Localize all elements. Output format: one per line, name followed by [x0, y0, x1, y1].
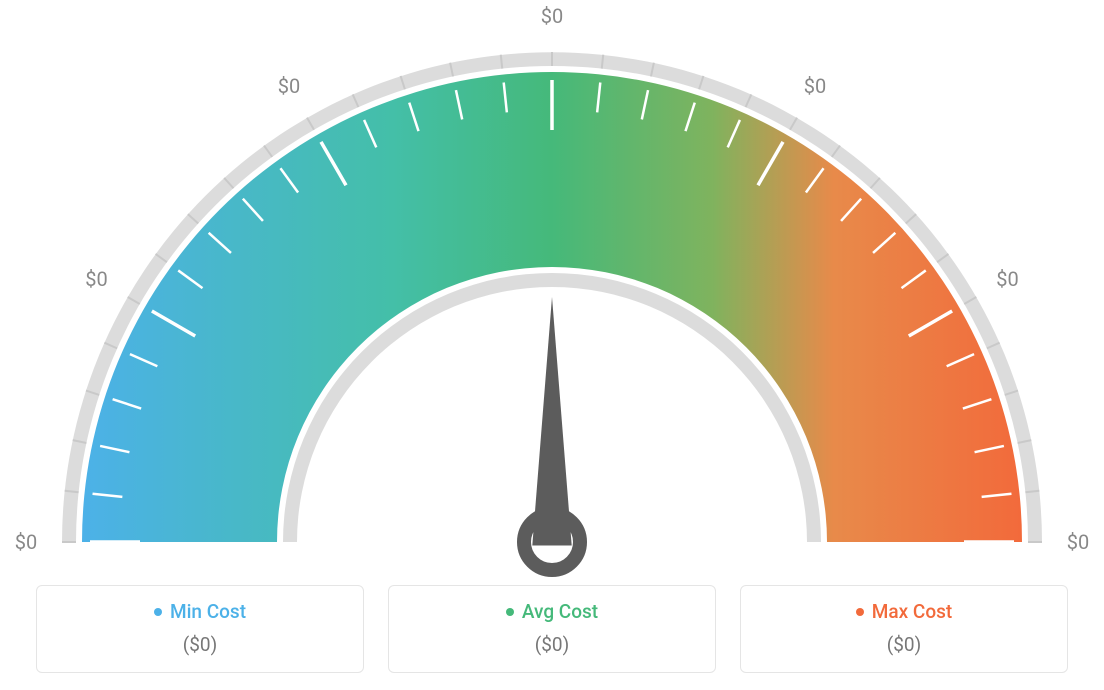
gauge-tick-label: $0	[804, 74, 826, 98]
gauge-chart: $0$0$0$0$0$0$0	[0, 17, 1104, 577]
legend-title-avg: Avg Cost	[506, 600, 598, 623]
legend-value-min: ($0)	[49, 633, 351, 656]
legend-title-max: Max Cost	[856, 600, 952, 623]
dot-icon	[856, 608, 864, 616]
gauge-tick-label: $0	[996, 267, 1018, 291]
gauge-tick-label: $0	[278, 74, 300, 98]
gauge-tick-label: $0	[85, 267, 107, 291]
legend-label: Min Cost	[170, 600, 246, 623]
gauge-svg	[0, 17, 1104, 577]
gauge-tick-label: $0	[1067, 530, 1089, 554]
legend-card-min: Min Cost ($0)	[36, 585, 364, 673]
legend-label: Avg Cost	[522, 600, 598, 623]
legend-label: Max Cost	[872, 600, 952, 623]
gauge-tick-label: $0	[541, 4, 563, 28]
dot-icon	[506, 608, 514, 616]
legend-value-avg: ($0)	[401, 633, 703, 656]
legend-card-avg: Avg Cost ($0)	[388, 585, 716, 673]
dot-icon	[154, 608, 162, 616]
legend-row: Min Cost ($0) Avg Cost ($0) Max Cost ($0…	[0, 585, 1104, 673]
gauge-tick-label: $0	[15, 530, 37, 554]
legend-value-max: ($0)	[753, 633, 1055, 656]
legend-card-max: Max Cost ($0)	[740, 585, 1068, 673]
legend-title-min: Min Cost	[154, 600, 246, 623]
